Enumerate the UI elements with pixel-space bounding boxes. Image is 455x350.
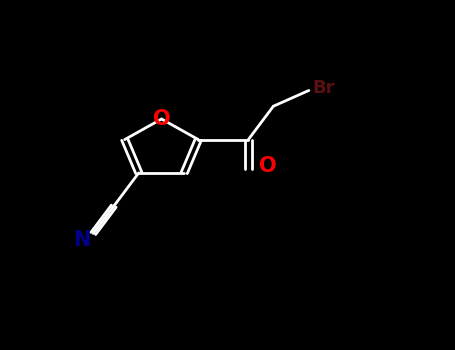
Text: O: O	[153, 109, 170, 129]
Text: Br: Br	[312, 79, 335, 97]
Text: N: N	[73, 230, 91, 250]
Text: O: O	[258, 156, 276, 176]
